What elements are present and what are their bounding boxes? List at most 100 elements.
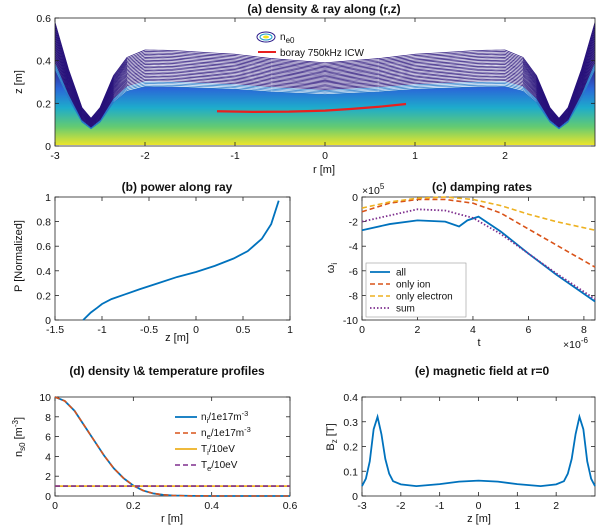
panel-e-ytick-label-4: 0.4 (343, 392, 358, 404)
density-contour-22 (55, 27, 595, 121)
density-contour-2 (55, 65, 595, 129)
panel-d-ytick-label-2: 4 (45, 451, 51, 463)
legend-d-label-2: Ti/10eV (201, 444, 235, 457)
panel-a-xtick-label-5: 2 (502, 150, 508, 162)
density-contour-13 (55, 44, 595, 124)
panel-d-ytick-label-1: 2 (45, 471, 51, 483)
panel-b-xtick-label-2: -0.5 (140, 324, 158, 336)
legend-d-label-3: Te/10eV (201, 460, 238, 473)
density-contour-10 (55, 50, 595, 126)
panel-density-ray: (a) density & ray along (r,z) -3 -2 -1 0 1 2 0… (13, 2, 596, 176)
panel-b-ytick-label-4: 0.8 (36, 217, 51, 229)
legend-contour-swatch-outer (256, 31, 276, 43)
density-contour-20 (55, 31, 595, 121)
panel-a-xtick-label-1: -2 (140, 150, 149, 162)
panel-a-xtick-label-4: 1 (412, 150, 418, 162)
panel-d-legend: ni/1e17m-3ne/1e17m-3 Ti/10eV Te/10eV (175, 409, 251, 473)
panel-d-ylabel: ns0 [m-3] (11, 417, 27, 457)
panel-e-ylabel: Bz [T] (325, 423, 339, 450)
panel-c-ytick-label-2: -4 (349, 241, 358, 253)
legend-d-label-1: ne/1e17m-3 (201, 425, 251, 441)
density-contour-19 (55, 33, 595, 122)
density-contour-15 (55, 40, 595, 123)
panel-e-title: (e) magnetic field at r=0 (415, 364, 550, 378)
panel-a-ytick-label-1: 0.2 (36, 98, 51, 110)
panel-e-xtick-label-1: -2 (396, 500, 405, 512)
panel-d-ytick-label-3: 6 (45, 432, 51, 444)
power-line (82, 200, 280, 321)
panel-c-xlabel: t (477, 337, 480, 349)
panel-c-ytick-label-1: -2 (349, 217, 358, 229)
density-contour-11 (55, 48, 595, 125)
panel-e-ytick-label-0: 0 (352, 491, 358, 503)
legend-label-sum: sum (396, 304, 415, 315)
panel-c-ytick-label-4: -8 (349, 290, 358, 302)
legend-ne0-base: n (280, 32, 286, 43)
density-contour-14 (55, 42, 595, 124)
panel-b-xtick-label-3: 0 (193, 324, 199, 336)
density-contour-16 (55, 39, 595, 123)
panel-a-xtick-label-3: 0 (322, 150, 328, 162)
density-fill (55, 69, 595, 145)
panel-e-xtick-label-2: -1 (435, 500, 444, 512)
panel-e-ytick-label-2: 0.2 (343, 442, 358, 454)
panel-e-ytick-label-3: 0.3 (343, 417, 358, 429)
density-contour-24 (55, 24, 595, 120)
panel-a-xtick-label-2: -1 (230, 150, 239, 162)
panel-c-x-multiplier: ×10-6 (563, 336, 588, 351)
profile-line-1 (54, 396, 290, 497)
legend-contour-swatch-mid (259, 33, 273, 41)
panel-e-xtick-label-4: 1 (514, 500, 520, 512)
panel-c-xtick-label-4: 8 (581, 324, 587, 336)
panel-e-ytick-label-1: 0.1 (343, 466, 358, 478)
density-contour-18 (55, 35, 595, 122)
panel-a-title: (a) density & ray along (r,z) (247, 2, 400, 16)
panel-c-y-multiplier: ×105 (362, 182, 385, 197)
panel-d-xtick-label-1: 0.2 (126, 500, 141, 512)
density-contour-25 (55, 22, 595, 119)
panel-e-xlabel: z [m] (467, 513, 491, 525)
density-contour-23 (55, 25, 595, 120)
density-contour-12 (55, 46, 595, 125)
density-contour-17 (55, 37, 595, 123)
legend-ne0-subscript: e0 (286, 36, 295, 45)
ray-line (216, 102, 407, 113)
panel-d-xtick-label-2: 0.4 (204, 500, 219, 512)
panel-c-frame (361, 196, 596, 321)
panel-damping-rates: (c) damping rates 0 2 4 6 8 0 -2 -4 -6 -8 -10 ×105… (325, 180, 596, 351)
panel-b-xlabel: z [m] (165, 332, 189, 344)
panel-b-ytick-label-0: 0 (45, 315, 51, 327)
density-contour-7 (55, 55, 595, 127)
panel-magnetic-field: (e) magnetic field at r=0 -3 -2 -1 0 1 2 0 0.1 0… (325, 364, 596, 525)
panel-c-ytick-label-3: -6 (349, 266, 358, 278)
legend-ne0-label: ne0 (280, 32, 295, 45)
panel-d-ytick-label-5: 10 (39, 392, 51, 404)
legend-contour-swatch-inner (263, 35, 269, 39)
density-contour-0 (55, 69, 595, 130)
panel-a-ylabel: z [m] (13, 70, 25, 94)
legend-label-all: all (396, 268, 406, 279)
panel-d-frame (54, 396, 291, 497)
panel-b-ytick-label-1: 0.2 (36, 290, 51, 302)
panel-a-legend: ne0 boray 750kHz ICW (256, 31, 364, 59)
legend-label-only-ion: only ion (396, 280, 430, 291)
density-contour-4 (55, 61, 595, 128)
profile-line-0 (54, 396, 290, 497)
panel-c-xtick-label-0: 0 (359, 324, 365, 336)
density-contour-3 (55, 63, 595, 128)
damping-line-all (361, 215, 596, 303)
density-contour-1 (55, 67, 595, 129)
panel-b-ytick-label-3: 0.6 (36, 241, 51, 253)
panel-b-xtick-label-4: 0.5 (236, 324, 251, 336)
panel-a-ytick-label-2: 0.4 (36, 56, 51, 68)
panel-b-xtick-label-0: -1.5 (46, 324, 64, 336)
bfield-line (361, 413, 596, 488)
legend-d-label-0: ni/1e17m-3 (201, 409, 248, 425)
panel-e-xtick-label-3: 0 (476, 500, 482, 512)
panel-a-xtick-label-0: -3 (50, 150, 59, 162)
panel-power-ray: (b) power along ray -1.5 -1 -0.5 0 0.5 1 0 0.2 0… (13, 180, 293, 344)
legend-ray-label: boray 750kHz ICW (280, 48, 364, 59)
damping-line-sum (361, 208, 596, 300)
